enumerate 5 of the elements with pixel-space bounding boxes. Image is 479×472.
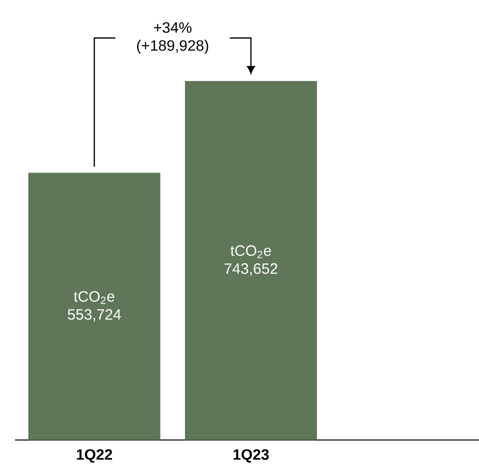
data-label: tCO$_{2}$e 553,724 [68, 291, 121, 322]
text: +34% (+189,928) [137, 22, 208, 54]
x-tick-label: 1Q22 [76, 449, 112, 463]
x-tick-label: 1Q23 [234, 449, 269, 463]
data-label: tCO$_{2}$e 743,652 [224, 245, 278, 276]
